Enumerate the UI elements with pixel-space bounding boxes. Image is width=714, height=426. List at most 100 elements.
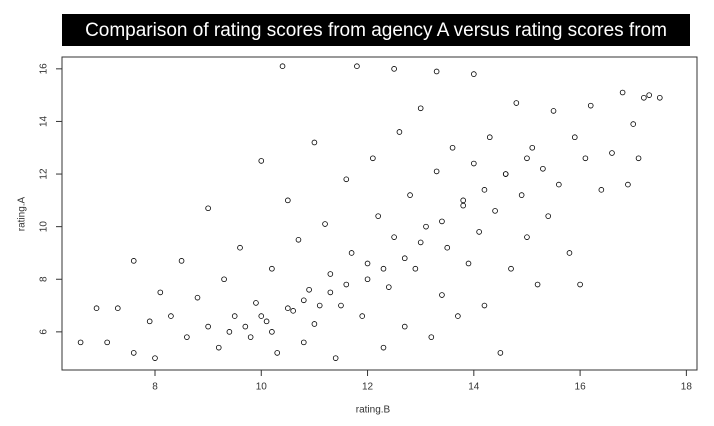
point bbox=[401, 255, 408, 262]
point bbox=[407, 192, 413, 198]
point bbox=[401, 323, 408, 330]
point bbox=[391, 234, 397, 240]
point bbox=[439, 292, 445, 298]
point bbox=[582, 155, 589, 162]
point bbox=[364, 260, 371, 267]
point bbox=[269, 265, 275, 272]
point bbox=[348, 250, 355, 256]
point bbox=[449, 144, 456, 151]
point bbox=[285, 305, 291, 311]
point bbox=[290, 308, 296, 314]
point bbox=[518, 192, 525, 198]
plot-box bbox=[61, 56, 698, 371]
point bbox=[433, 168, 440, 175]
point bbox=[417, 105, 424, 112]
point bbox=[237, 244, 243, 251]
point bbox=[566, 250, 573, 256]
point bbox=[364, 276, 371, 283]
point bbox=[492, 208, 498, 214]
point bbox=[385, 284, 392, 290]
point bbox=[269, 329, 275, 335]
point bbox=[300, 339, 307, 346]
point bbox=[502, 171, 509, 177]
y-tick-label: 12 bbox=[39, 168, 50, 180]
x-tick-label: 10 bbox=[256, 382, 268, 393]
point bbox=[359, 313, 366, 319]
point bbox=[146, 318, 153, 325]
point bbox=[285, 197, 291, 204]
point bbox=[205, 323, 211, 330]
point bbox=[311, 139, 318, 146]
point bbox=[274, 350, 281, 356]
y-tick-label: 16 bbox=[39, 63, 50, 75]
point bbox=[465, 260, 472, 267]
point bbox=[242, 323, 249, 330]
point bbox=[476, 229, 482, 235]
point bbox=[221, 276, 227, 283]
x-tick-label: 16 bbox=[575, 382, 587, 393]
point bbox=[327, 271, 334, 277]
point bbox=[625, 181, 631, 188]
point bbox=[471, 160, 477, 167]
point bbox=[370, 155, 376, 162]
point bbox=[205, 205, 211, 212]
point bbox=[540, 165, 546, 172]
point bbox=[412, 265, 419, 272]
point bbox=[529, 144, 536, 151]
point bbox=[184, 334, 190, 340]
point bbox=[577, 281, 583, 288]
point bbox=[428, 334, 435, 340]
point bbox=[258, 158, 265, 164]
point bbox=[534, 281, 541, 288]
point bbox=[226, 329, 233, 335]
point bbox=[630, 121, 637, 127]
point bbox=[343, 281, 350, 288]
y-axis-label: rating.A bbox=[17, 196, 28, 231]
point bbox=[598, 187, 605, 193]
point bbox=[130, 258, 137, 264]
point bbox=[327, 289, 334, 296]
point bbox=[279, 63, 286, 70]
point bbox=[168, 313, 174, 319]
point bbox=[93, 305, 100, 311]
x-axis-label: rating.B bbox=[356, 405, 391, 416]
point bbox=[194, 294, 201, 301]
point bbox=[571, 134, 578, 141]
point bbox=[524, 234, 530, 240]
point bbox=[380, 344, 387, 351]
x-tick-label: 8 bbox=[152, 382, 158, 393]
point bbox=[130, 350, 137, 356]
y-tick-label: 10 bbox=[39, 221, 50, 233]
point bbox=[354, 63, 360, 70]
point bbox=[433, 68, 440, 75]
point bbox=[587, 102, 594, 109]
point bbox=[641, 94, 647, 101]
point bbox=[343, 176, 350, 183]
point bbox=[157, 289, 164, 296]
point bbox=[77, 339, 84, 346]
point bbox=[417, 239, 424, 246]
point bbox=[646, 92, 652, 98]
point bbox=[306, 286, 312, 293]
point bbox=[316, 302, 323, 309]
point bbox=[524, 155, 530, 162]
point bbox=[338, 302, 344, 309]
y-tick-label: 14 bbox=[39, 115, 50, 127]
point bbox=[253, 300, 259, 306]
point bbox=[178, 258, 185, 264]
point bbox=[104, 339, 110, 346]
point bbox=[545, 213, 552, 219]
point bbox=[609, 150, 615, 156]
point bbox=[231, 313, 238, 319]
point bbox=[556, 181, 562, 188]
chart-title: Comparison of rating scores from agency … bbox=[85, 20, 667, 41]
x-tick-label: 18 bbox=[681, 382, 693, 393]
point bbox=[550, 108, 557, 114]
point bbox=[508, 265, 514, 272]
point bbox=[332, 355, 339, 361]
point bbox=[247, 334, 254, 340]
point bbox=[497, 350, 504, 356]
x-tick-label: 14 bbox=[468, 382, 480, 393]
point bbox=[513, 100, 520, 106]
